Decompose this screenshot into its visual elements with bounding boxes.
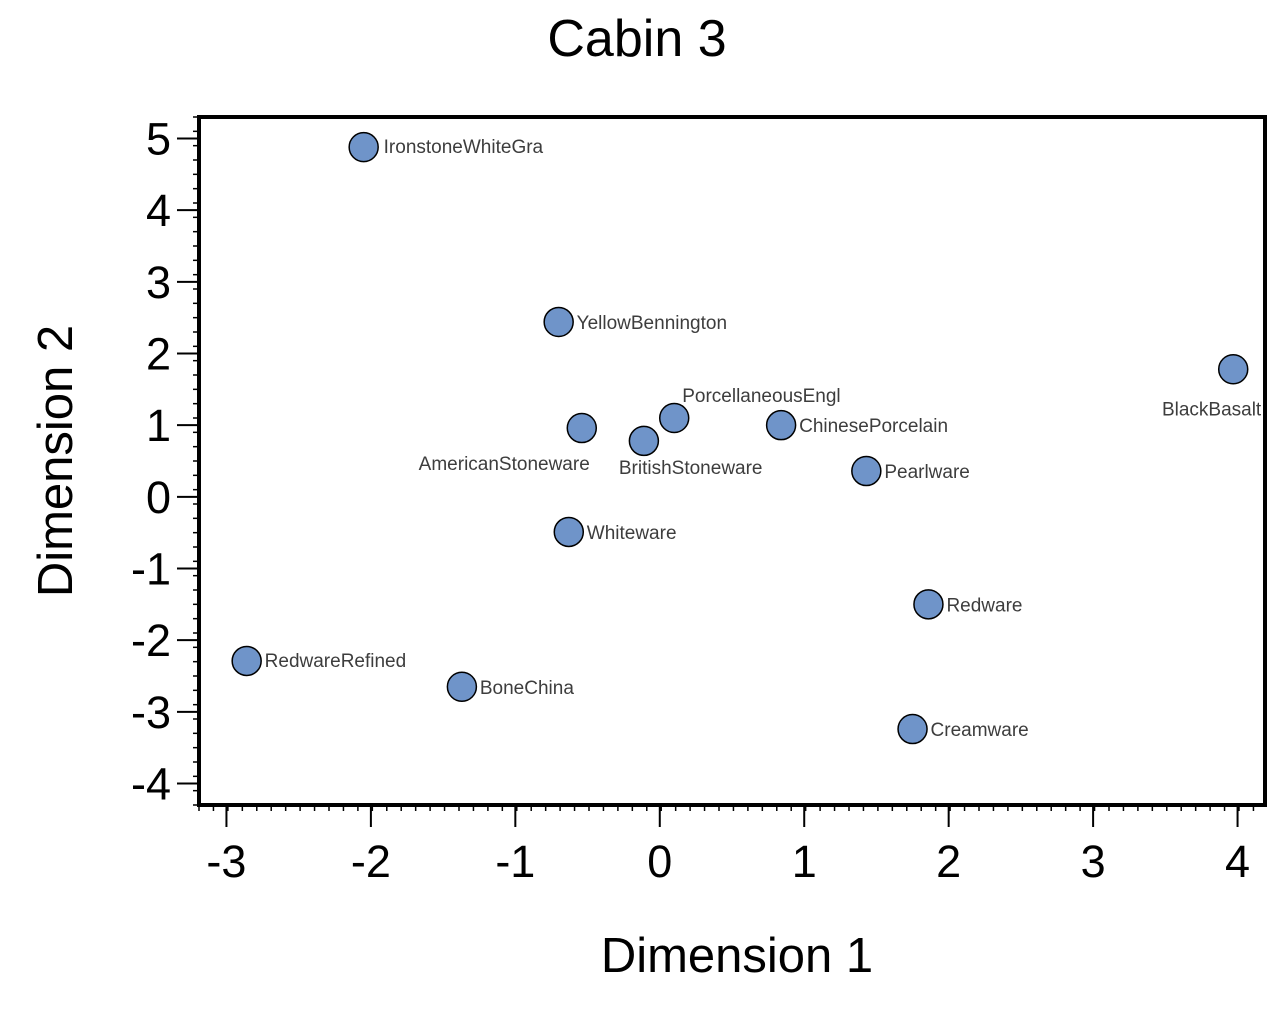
data-point-Whiteware: [553, 516, 585, 548]
data-point-label-Redware: Redware: [946, 595, 1022, 616]
y-tick-label: -2: [131, 615, 171, 666]
data-point-YellowBennington: [543, 306, 574, 338]
plot-border: [197, 115, 1267, 807]
data-point-label-AmericanStoneware: AmericanStoneware: [419, 454, 590, 475]
x-tick-label: -3: [206, 836, 246, 887]
y-tick-label: -3: [131, 687, 171, 738]
data-point-label-PorcellaneousEngl: PorcellaneousEngl: [682, 386, 840, 407]
data-point-label-BlackBasalt: BlackBasalt: [1162, 399, 1262, 420]
data-point-AmericanStoneware: [566, 412, 598, 444]
y-tick-label: 5: [146, 114, 171, 165]
x-tick-label: 1: [792, 836, 817, 887]
x-tick-label: 2: [936, 836, 961, 887]
data-point-label-Pearlware: Pearlware: [884, 462, 970, 483]
data-point-BritishStoneware: [628, 425, 660, 457]
data-point-label-BoneChina: BoneChina: [480, 678, 574, 699]
data-point-label-IronstoneWhiteGra: IronstoneWhiteGra: [384, 137, 544, 158]
x-tick-label: 0: [647, 836, 672, 887]
y-axis-label: Dimension 2: [29, 325, 83, 597]
chart-title: Cabin 3: [547, 10, 726, 68]
data-point-Creamware: [897, 713, 928, 745]
data-point-BlackBasalt: [1217, 354, 1249, 385]
data-point-IronstoneWhiteGra: [348, 131, 379, 163]
data-point-label-YellowBennington: YellowBennington: [577, 313, 727, 334]
x-tick-label: 3: [1081, 836, 1106, 887]
data-point-PorcellaneousEngl: [658, 402, 690, 434]
data-point-label-ChinesePorcelain: ChinesePorcelain: [799, 416, 948, 437]
y-tick-label: 1: [146, 400, 171, 451]
data-point-label-RedwareRefined: RedwareRefined: [265, 651, 407, 672]
x-tick-label: -1: [495, 836, 535, 887]
data-point-ChinesePorcelain: [765, 409, 797, 441]
data-point-BoneChina: [446, 671, 478, 702]
data-point-Redware: [913, 589, 944, 620]
y-tick-label: 2: [146, 329, 171, 380]
data-point-label-Whiteware: Whiteware: [587, 523, 677, 544]
y-tick-label: 0: [146, 472, 171, 523]
data-point-label-BritishStoneware: BritishStoneware: [619, 458, 763, 479]
y-tick-label: -4: [131, 759, 171, 810]
x-tick-label: -2: [351, 836, 391, 887]
data-point-label-Creamware: Creamware: [931, 720, 1029, 741]
data-point-RedwareRefined: [231, 645, 262, 677]
y-tick-label: 4: [146, 185, 171, 236]
x-tick-label: 4: [1225, 836, 1250, 887]
y-tick-label: 3: [146, 257, 171, 308]
y-tick-label: -1: [131, 544, 171, 595]
x-axis-label: Dimension 1: [601, 929, 873, 983]
data-point-Pearlware: [851, 455, 882, 487]
